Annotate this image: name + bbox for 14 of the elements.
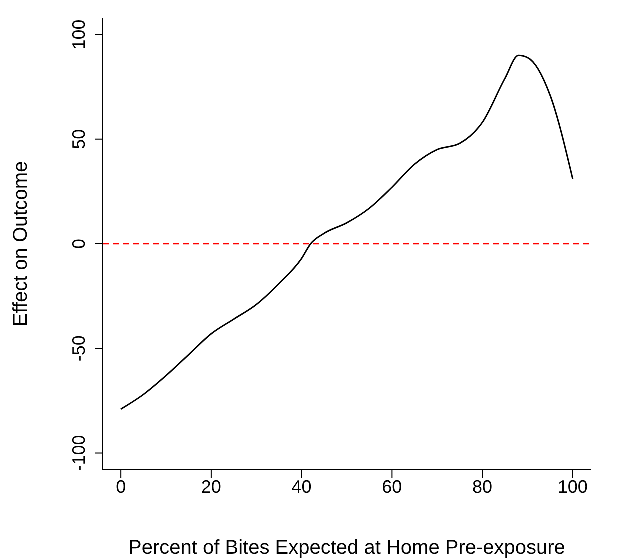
x-tick-label: 80 (472, 476, 493, 497)
x-tick-label: 100 (558, 476, 588, 497)
y-tick-label: -100 (69, 435, 89, 472)
x-tick-label: 40 (292, 476, 312, 497)
x-tick-label: 60 (382, 476, 402, 497)
x-tick-label: 0 (116, 476, 126, 497)
y-tick-label: -50 (69, 336, 89, 362)
line-series (120, 54, 574, 410)
y-tick-label: 0 (69, 238, 89, 250)
x-axis-title: Percent of Bites Expected at Home Pre-exposure (128, 537, 566, 558)
y-tick-label: 100 (69, 20, 89, 50)
y-tick-label: 50 (69, 129, 89, 150)
y-axis-title: Effect on Outcome (10, 161, 32, 327)
x-tick-label: 20 (201, 476, 222, 497)
